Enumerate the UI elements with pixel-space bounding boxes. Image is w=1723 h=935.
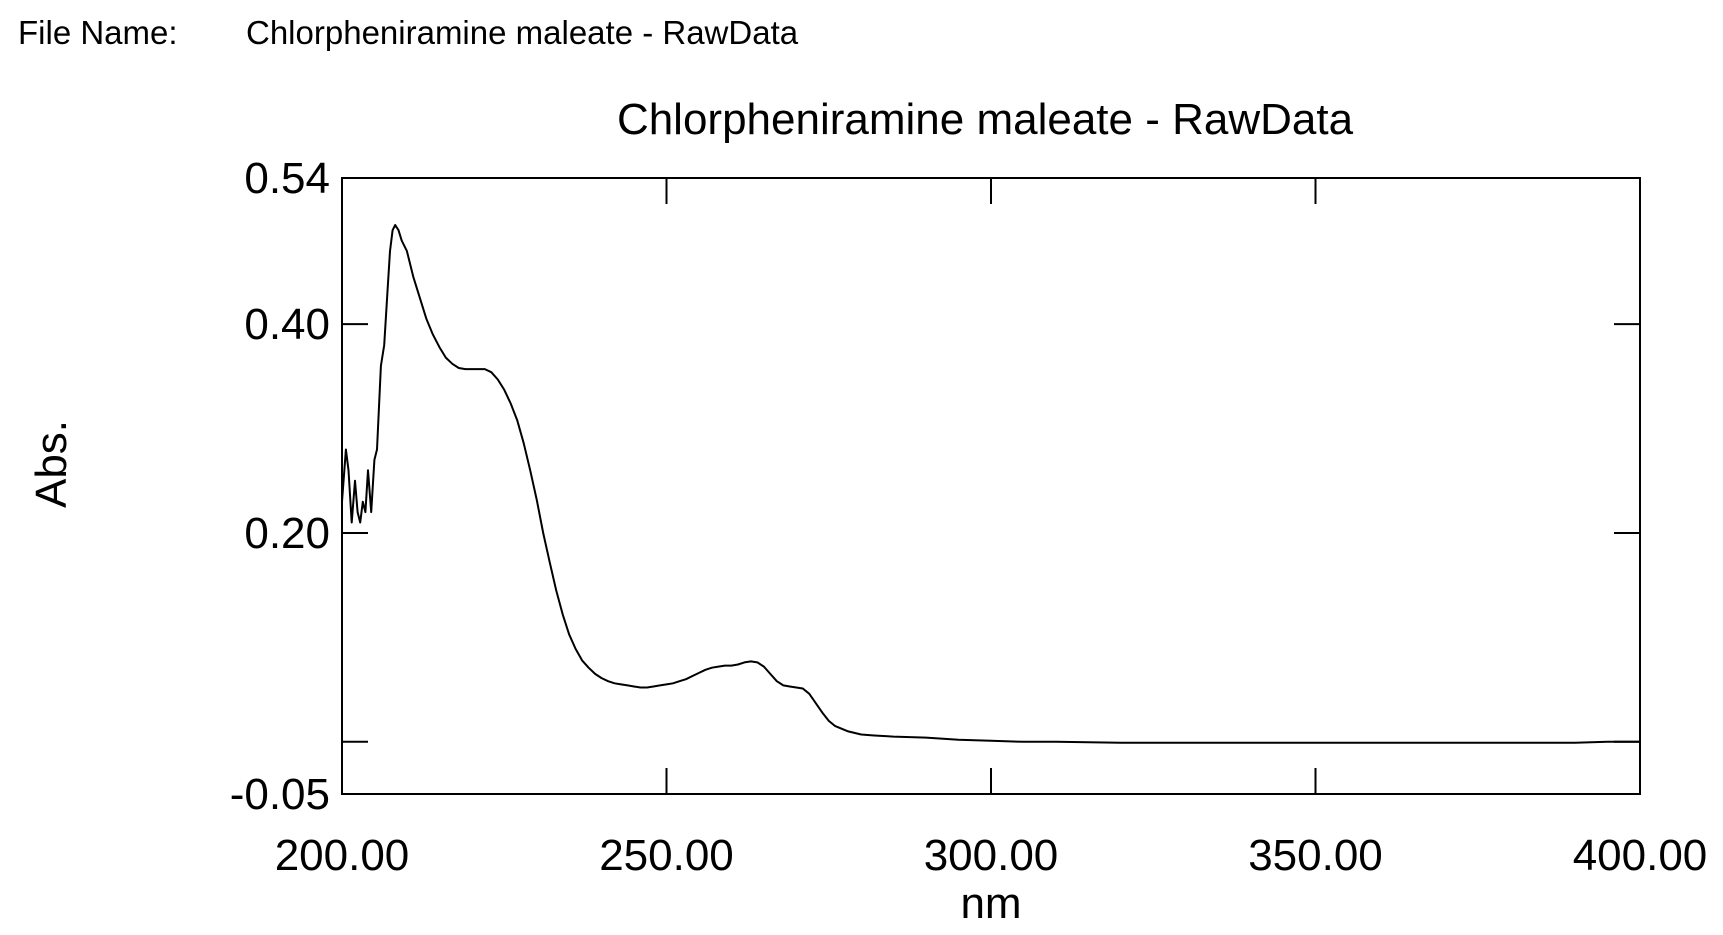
y-axis-ticks: [342, 323, 1640, 743]
y-tick-label: 0.20: [244, 509, 330, 558]
x-tick-label: 350.00: [1248, 831, 1383, 880]
file-name-label: File Name:: [18, 14, 178, 51]
y-tick-label: -0.05: [230, 770, 330, 819]
y-tick-label: 0.40: [244, 300, 330, 349]
file-name-value: Chlorpheniramine maleate - RawData: [246, 14, 799, 51]
chart-title: Chlorpheniramine maleate - RawData: [617, 95, 1354, 144]
absorbance-series-line: [341, 224, 1640, 744]
y-tick-labels: 0.54 0.40 0.20 -0.05: [230, 154, 330, 819]
x-tick-label: 400.00: [1573, 831, 1708, 880]
x-tick-label: 250.00: [599, 831, 734, 880]
x-tick-label: 300.00: [924, 831, 1059, 880]
x-tick-labels: 200.00 250.00 300.00 350.00 400.00: [275, 831, 1708, 880]
x-tick-label: 200.00: [275, 831, 410, 880]
y-axis-label: Abs.: [27, 420, 76, 508]
x-axis-label: nm: [960, 879, 1021, 928]
x-axis-ticks: [665, 178, 1317, 794]
plot-frame: [341, 177, 1641, 795]
y-tick-label: 0.54: [244, 154, 330, 203]
